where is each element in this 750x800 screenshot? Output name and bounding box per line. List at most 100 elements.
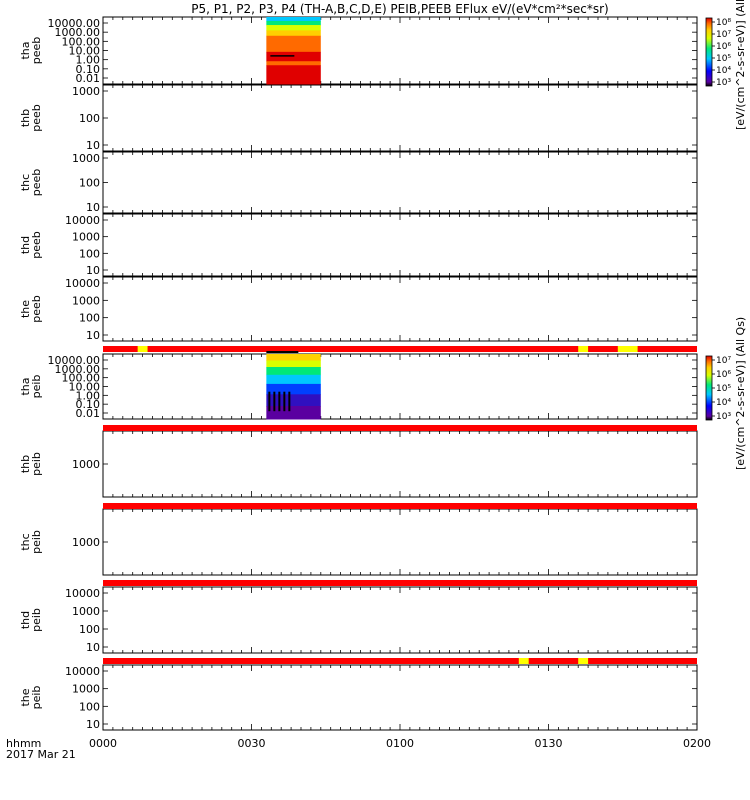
y-tick-label: 100.00 [62, 35, 101, 48]
quality-flag-bar [103, 658, 697, 664]
colorbar-tick-label: 10⁶ [716, 370, 731, 380]
panel-frame [102, 664, 698, 731]
quality-flag-bar [103, 346, 697, 352]
y-tick-label: 10 [86, 329, 100, 342]
panel-species-label: peib [30, 608, 43, 632]
y-tick-label: 10000 [65, 665, 100, 678]
heatmap-dark-stripe [278, 391, 281, 412]
y-tick-label: 1000 [72, 536, 100, 549]
colorbar-bottom-label: [eV/(cm^2-s-sr-eV)] (All Qs) [734, 317, 747, 470]
y-tick-label: 10000 [65, 587, 100, 600]
colorbar-tick-label: 10⁶ [716, 42, 731, 52]
panel-frame [102, 151, 698, 214]
y-tick-label: 1000.00 [55, 26, 101, 39]
panel-frame [102, 84, 698, 152]
heatmap-band [266, 51, 321, 62]
panel-species-label: peeb [30, 295, 43, 323]
panel-probe-label: thd [19, 611, 32, 629]
heatmap-band [266, 354, 321, 361]
panel-species-label: peib [30, 530, 43, 554]
y-tick-label: 1000 [72, 294, 100, 307]
panel-species-label: peeb [30, 37, 43, 65]
y-tick-label: 10.00 [69, 381, 101, 394]
heatmap-dark-stripe [288, 391, 291, 412]
y-tick-label: 100 [79, 177, 100, 190]
heatmap-band [266, 17, 321, 22]
panel-species-label: peeb [30, 231, 43, 259]
y-tick-label: 1000 [72, 683, 100, 696]
y-tick-label: 1000.00 [55, 363, 101, 376]
quality-bar-flag [578, 658, 589, 664]
panel-frame [102, 16, 698, 85]
y-tick-label: 100 [79, 700, 100, 713]
quality-bar-fill [103, 346, 697, 352]
colorbar-top-label: [eV/(cm^2-s-sr-eV)] (All Qs) [734, 0, 747, 130]
x-tick-label: 0200 [683, 737, 711, 750]
panel-frame [102, 508, 698, 576]
y-tick-label: 10 [86, 641, 100, 654]
panel-frame [102, 353, 698, 420]
y-tick-label: 100 [79, 623, 100, 636]
y-tick-label: 10 [86, 264, 100, 277]
heatmap-band [266, 21, 321, 26]
panel-probe-label: thc [19, 533, 32, 550]
colorbar-tick-label: 10⁵ [716, 54, 731, 64]
quality-flag-bar [103, 503, 697, 509]
panel-probe-label: tha [19, 377, 32, 395]
quality-bar-fill [103, 580, 697, 586]
heatmap-band [266, 35, 321, 53]
x-axis-date-label: 2017 Mar 21 [6, 748, 76, 761]
y-tick-label: 0.10 [76, 63, 101, 76]
x-tick-label: 0130 [535, 737, 563, 750]
colorbar-top-ticks: 10⁸ 10⁷ 10⁶ 10⁵ 10⁴ 10³ [712, 18, 731, 88]
panel-frame [102, 276, 698, 342]
quality-bar-flag [518, 658, 529, 664]
y-tick-label: 10000.00 [48, 17, 101, 30]
panel-species-label: peib [30, 686, 43, 710]
panel-frame [102, 586, 698, 654]
panel-probe-label: thd [19, 236, 32, 254]
panel-frame [102, 430, 698, 498]
heatmap-tha-peeb [266, 17, 321, 85]
colorbar-tick-label: 10⁴ [716, 398, 731, 408]
panel-frame [102, 213, 698, 277]
heatmap-dark-stripe [283, 391, 286, 412]
y-tick-label: 0.01 [76, 407, 101, 420]
panel-species-label: peib [30, 452, 43, 476]
quality-bar-flag [137, 346, 148, 352]
heatmap-band [266, 383, 321, 395]
y-tick-label: 1.00 [76, 389, 101, 402]
x-axis-unit-label: hhmm [6, 737, 41, 750]
chart-title: P5, P1, P2, P3, P4 (TH-A,B,C,D,E) PEIB,P… [191, 2, 608, 16]
panel-probe-label: thb [19, 109, 32, 127]
y-tick-label: 10000 [65, 214, 100, 227]
colorbar-tick-label: 10⁷ [716, 356, 731, 366]
x-tick-label: 0000 [89, 737, 117, 750]
heatmap-dark-stripe [273, 391, 276, 412]
quality-bar-flag [617, 346, 638, 352]
x-tick-label: 0100 [386, 737, 414, 750]
quality-bar-fill [103, 503, 697, 509]
y-tick-label: 1000 [72, 85, 100, 98]
heatmaps-group [266, 17, 321, 420]
heatmap-band [266, 367, 321, 376]
panel-probe-label: thc [19, 174, 32, 191]
heatmap-top-mark [266, 351, 299, 353]
heatmap-band [266, 374, 321, 385]
y-tick-label: 10000 [65, 277, 100, 290]
y-tick-label: 100 [79, 312, 100, 325]
y-tick-label: 100 [79, 112, 100, 125]
y-tick-label: 1.00 [76, 54, 101, 67]
y-tick-label: 1000 [72, 458, 100, 471]
heatmap-band [266, 30, 321, 37]
panel-species-label: peib [30, 375, 43, 399]
quality-bar-fill [103, 425, 697, 431]
y-tick-label: 10 [86, 718, 100, 731]
panels-group: 10000.001000.00100.0010.001.000.100.01th… [19, 16, 698, 731]
